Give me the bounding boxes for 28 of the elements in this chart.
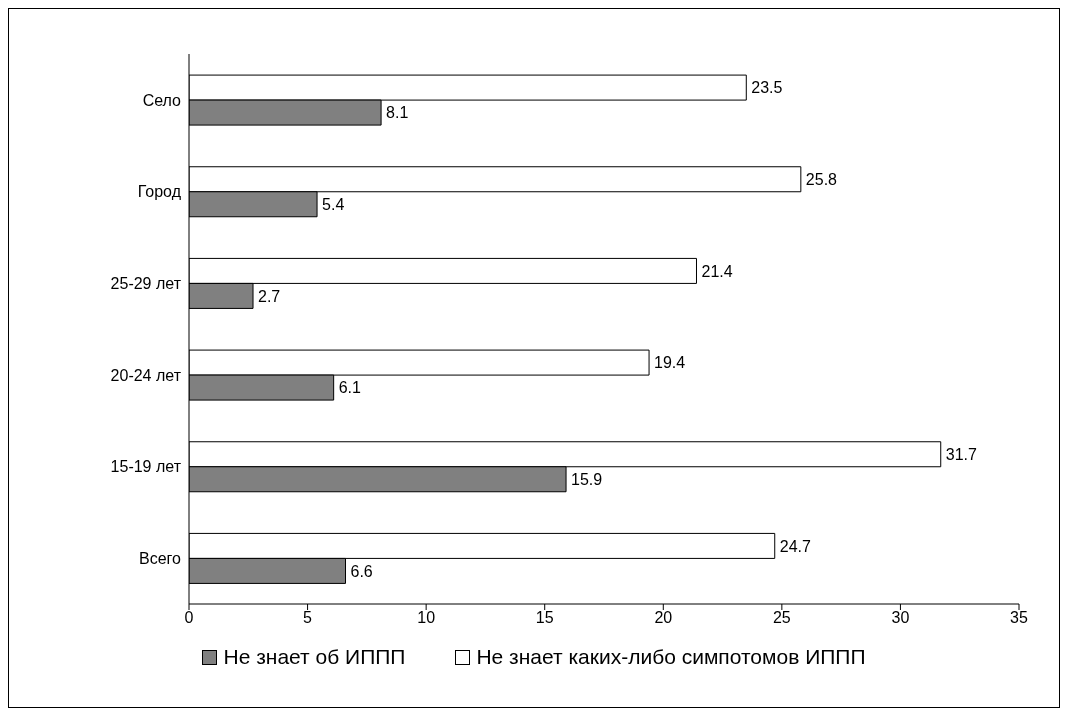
data-label: 31.7 — [945, 445, 977, 463]
data-label: 15.9 — [571, 470, 603, 488]
x-tick-label: 10 — [417, 609, 436, 627]
data-label: 19.4 — [654, 354, 686, 372]
y-tick-label: 25-29 лет — [110, 274, 182, 292]
legend-label: Не знает каких-либо симпотомов ИППП — [476, 645, 866, 669]
data-label: 23.5 — [751, 79, 783, 97]
x-tick-label: 5 — [303, 609, 313, 627]
y-tick-label: 20-24 лет — [110, 366, 182, 384]
y-tick-label: Село — [142, 91, 182, 109]
x-tick-label: 25 — [772, 609, 791, 627]
legend-label: Не знает об ИППП — [223, 645, 406, 669]
data-label: 6.1 — [338, 379, 361, 397]
data-label: 21.4 — [701, 262, 733, 280]
y-tick-label: Город — [137, 183, 182, 201]
data-label: 6.6 — [350, 562, 373, 580]
y-tick-label: 15-19 лет — [110, 458, 182, 476]
x-tick-label: 30 — [891, 609, 910, 627]
data-label: 8.1 — [386, 104, 409, 122]
data-label: 2.7 — [258, 287, 281, 305]
x-tick-label: 35 — [1010, 609, 1028, 627]
x-tick-label: 0 — [184, 609, 194, 627]
data-label: 5.4 — [322, 195, 345, 213]
x-tick-label: 15 — [535, 609, 554, 627]
data-label: 25.8 — [805, 170, 838, 188]
data-label: 24.7 — [779, 537, 811, 555]
x-tick-label: 20 — [654, 609, 673, 627]
y-tick-label: Всего — [139, 549, 182, 567]
